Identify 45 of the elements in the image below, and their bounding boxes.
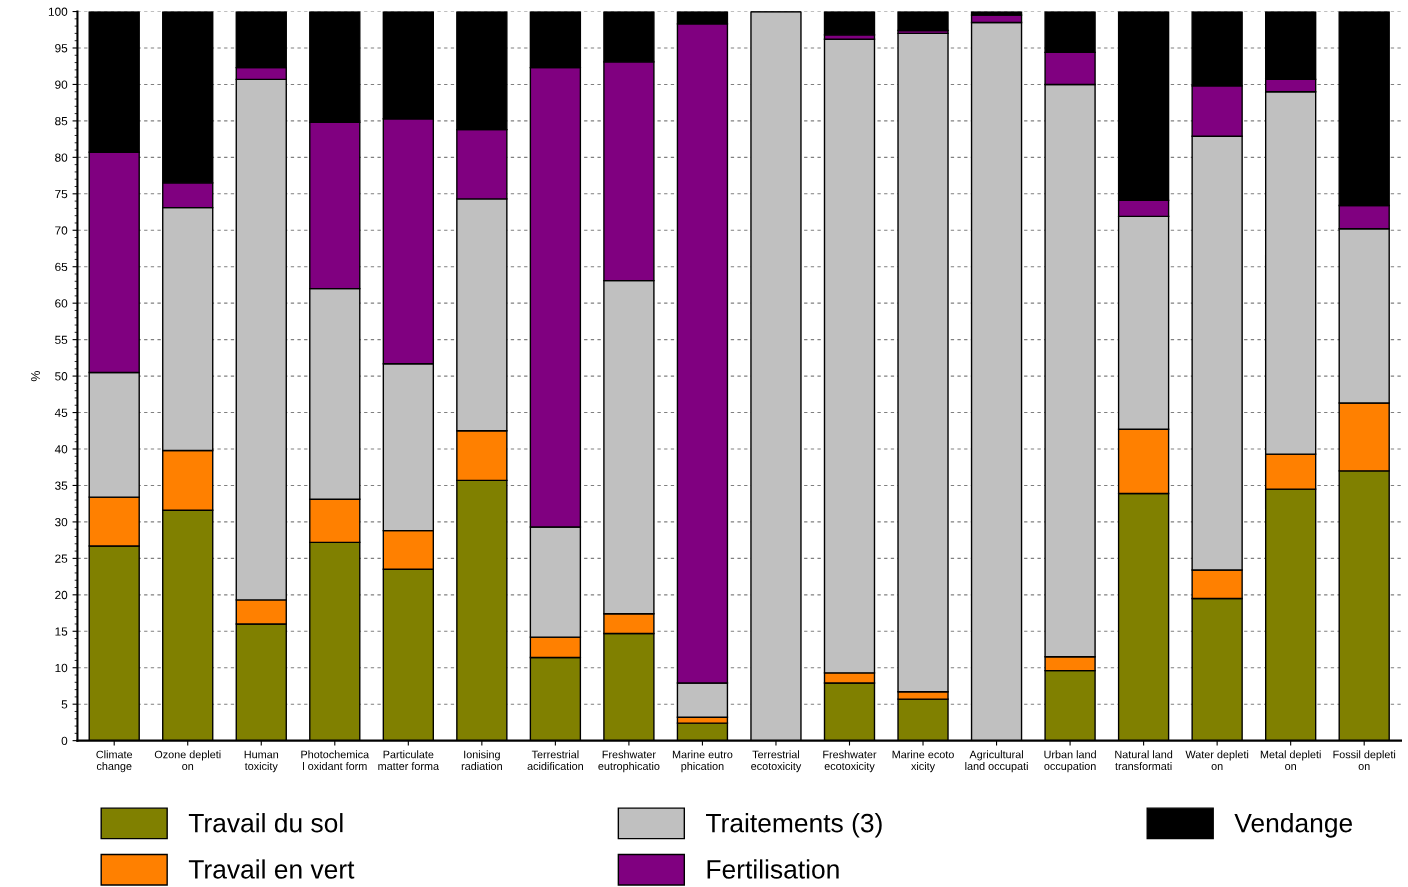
y-tick-label: 80 <box>55 153 68 162</box>
y-tick-label: 0 <box>61 736 68 746</box>
x-tick-label: Particulate matter forma <box>378 750 440 770</box>
y-tick-label: 65 <box>55 262 68 272</box>
y-tick-label: 5 <box>61 700 68 709</box>
y-tick-label: 40 <box>54 445 68 454</box>
x-tick-label: Water depleti on <box>1185 750 1249 770</box>
x-tick-label: Urban land occupation <box>1044 750 1096 773</box>
legend-label: Travail du sol <box>188 813 343 833</box>
x-tick-label: Terrestrial ecotoxicity <box>751 750 802 773</box>
legend-label: Traitements (3) <box>706 813 882 838</box>
y-tick-label: 15 <box>55 627 68 636</box>
legend-label: Vendange <box>1234 813 1353 838</box>
x-tick-label: Ozone depleti on <box>154 750 221 770</box>
x-tick-label: Fossil depleti on <box>1333 750 1396 770</box>
x-tick-label: Marine eutro phication <box>672 750 733 773</box>
x-tick-label: Metal depleti on <box>1260 750 1321 770</box>
x-tick-label: Photochemica l oxidant form <box>301 750 370 770</box>
y-tick-label: 25 <box>55 554 68 563</box>
x-tick-label: Climate change <box>96 750 133 773</box>
y-axis-title: % <box>31 370 40 382</box>
y-tick-label: 70 <box>55 226 68 235</box>
y-tick-label: 55 <box>55 335 68 345</box>
y-tick-label: 100 <box>48 7 68 16</box>
y-tick-label: 10 <box>55 663 68 673</box>
x-tick-label: Freshwater eutrophicatio <box>598 750 660 773</box>
y-tick-label: 30 <box>55 517 68 527</box>
y-tick-label: 20 <box>55 590 68 600</box>
x-tick-label: Human toxicity <box>244 750 279 773</box>
x-tick-label: Ionising radiation <box>461 750 502 770</box>
y-tick-label: 75 <box>55 189 68 199</box>
x-tick-label: Agricultural land occupati <box>965 750 1028 773</box>
y-tick-label: 35 <box>55 481 68 490</box>
legend-label: Fertilisation <box>707 859 839 879</box>
y-tick-label: 45 <box>54 408 68 417</box>
y-tick-label: 90 <box>55 80 68 89</box>
x-tick-label: Marine ecoto xicity <box>892 750 954 773</box>
y-tick-label: 95 <box>55 44 68 53</box>
x-tick-label: Terrestrial acidification <box>527 750 583 770</box>
x-tick-label: Freshwater ecotoxicity <box>823 750 877 773</box>
y-tick-label: 60 <box>55 299 68 308</box>
y-tick-label: 50 <box>55 372 68 381</box>
x-tick-label: Natural land transformati <box>1115 750 1173 770</box>
y-tick-label: 85 <box>55 116 68 126</box>
legend-label: Travail en vert <box>188 859 355 879</box>
